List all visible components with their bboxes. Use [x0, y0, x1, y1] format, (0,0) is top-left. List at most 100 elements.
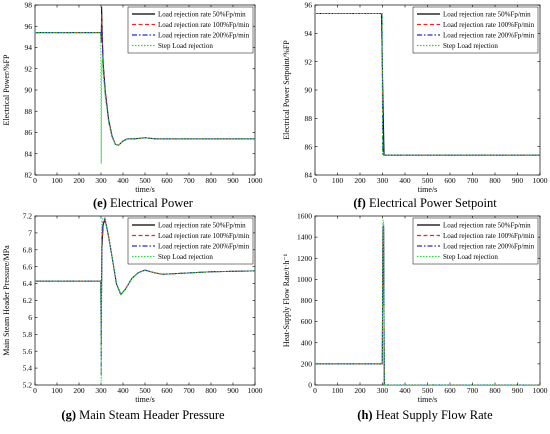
y-tick-label: 88: [305, 114, 313, 123]
legend-label-3: Load rejection rate 200%Fp/min: [443, 243, 535, 251]
x-tick-label: 700: [467, 176, 479, 185]
x-tick-label: 600: [444, 176, 456, 185]
y-tick-label: 82: [25, 171, 33, 180]
y-tick-label: 1200: [297, 254, 312, 263]
x-tick-label: 500: [139, 386, 151, 395]
caption-letter: (g): [61, 408, 76, 422]
x-tick-label: 700: [183, 386, 195, 395]
series-line-3: [35, 27, 255, 146]
x-tick-label: 0: [313, 386, 317, 395]
legend-label-2: Load rejection rate 100%Fp/min: [443, 232, 535, 240]
panel-caption: (e) Electrical Power: [93, 196, 194, 210]
x-axis-label: time/s: [418, 395, 438, 404]
legend-label-1: Load rejection rate 50%Fp/min: [158, 222, 246, 230]
y-tick-label: 1600: [297, 212, 312, 221]
caption-text: Electrical Power: [107, 196, 194, 210]
legend-label-1: Load rejection rate 50%Fp/min: [443, 222, 531, 230]
chart-panel-f: 0 100 200 300 400 500 600 700 800 900 1000 84 86 88 90…: [282, 1, 548, 210]
x-tick-label: 600: [161, 386, 173, 395]
x-tick-label: 600: [161, 176, 173, 185]
panel-caption: (f) Electrical Power Setpoint: [353, 196, 497, 210]
legend-box: [127, 217, 254, 265]
y-tick-label: 400: [301, 338, 313, 347]
series-line-4: [35, 32, 255, 164]
legend-label-4: Step Load rejection: [158, 42, 213, 50]
panel-caption: (g) Main Steam Header Pressure: [61, 408, 225, 422]
y-tick-label: 200: [301, 359, 313, 368]
x-tick-label: 500: [422, 176, 434, 185]
x-tick-label: 1000: [533, 176, 548, 185]
y-tick-label: 86: [25, 128, 33, 137]
x-tick-label: 1000: [248, 176, 263, 185]
y-tick-label: 0: [308, 381, 312, 390]
y-tick-label: 94: [25, 43, 33, 52]
y-tick-label: 92: [305, 57, 313, 66]
x-tick-label: 300: [377, 386, 389, 395]
legend-box: [127, 6, 254, 54]
legend-label-4: Step Load rejection: [443, 42, 498, 50]
x-tick-label: 1000: [533, 386, 548, 395]
y-tick-label: 1000: [297, 275, 312, 284]
panel-caption: (h) Heat Supply Flow Rate: [357, 408, 493, 422]
x-tick-label: 100: [332, 386, 344, 395]
y-axis-label: Main Steam Header Pressure/MPa: [2, 245, 11, 356]
legend-label-1: Load rejection rate 50%Fp/min: [158, 11, 246, 19]
x-tick-label: 200: [73, 386, 85, 395]
x-tick-label: 0: [33, 176, 37, 185]
series-line-4: [315, 13, 540, 156]
x-tick-label: 700: [467, 386, 479, 395]
x-tick-label: 300: [377, 176, 389, 185]
y-tick-label: 90: [305, 86, 313, 95]
y-tick-label: 5.4: [23, 364, 33, 373]
caption-text: Heat Supply Flow Rate: [373, 408, 494, 422]
x-tick-label: 900: [227, 176, 239, 185]
y-tick-label: 800: [301, 296, 313, 305]
y-tick-label: 84: [305, 171, 313, 180]
legend-label-1: Load rejection rate 50%Fp/min: [443, 11, 531, 19]
x-tick-label: 500: [422, 386, 434, 395]
x-tick-label: 800: [205, 386, 217, 395]
y-tick-label: 5.6: [23, 347, 33, 356]
legend-label-4: Step Load rejection: [443, 253, 498, 261]
y-tick-label: 5.8: [23, 330, 33, 339]
x-tick-label: 800: [489, 386, 501, 395]
caption-letter: (h): [357, 408, 372, 422]
x-tick-label: 800: [205, 176, 217, 185]
x-tick-label: 800: [489, 176, 501, 185]
x-tick-label: 1000: [248, 386, 263, 395]
x-axis-label: time/s: [135, 185, 155, 194]
legend-label-3: Load rejection rate 200%Fp/min: [158, 32, 250, 40]
y-tick-label: 6.2: [23, 296, 33, 305]
y-tick-label: 96: [305, 1, 313, 10]
x-tick-label: 400: [117, 386, 129, 395]
y-tick-label: 6: [28, 313, 32, 322]
x-tick-label: 700: [183, 176, 195, 185]
y-tick-label: 6.8: [23, 245, 33, 254]
chart-panel-e: 0 100 200 300 400 500 600 700 800 900 1000 82 84 86 88…: [2, 1, 263, 210]
legend-label-3: Load rejection rate 200%Fp/min: [443, 32, 535, 40]
series-line-3: [315, 222, 540, 385]
x-tick-label: 100: [51, 386, 63, 395]
x-tick-label: 400: [399, 386, 411, 395]
x-tick-label: 300: [95, 386, 107, 395]
y-axis-label: Electrical Power/%FP: [2, 54, 11, 125]
x-tick-label: 0: [33, 386, 37, 395]
y-tick-label: 1400: [297, 233, 312, 242]
y-tick-label: 6.6: [23, 262, 33, 271]
y-tick-label: 94: [305, 29, 313, 38]
y-tick-label: 92: [25, 64, 33, 73]
y-tick-label: 96: [25, 22, 33, 31]
legend-label-2: Load rejection rate 100%Fp/min: [158, 21, 250, 29]
y-tick-label: 5.2: [23, 381, 33, 390]
legend-label-2: Load rejection rate 100%Fp/min: [443, 21, 535, 29]
x-tick-label: 400: [399, 176, 411, 185]
y-tick-label: 88: [25, 107, 33, 116]
y-tick-label: 7.2: [23, 212, 33, 221]
y-tick-label: 600: [301, 317, 313, 326]
y-tick-label: 98: [25, 1, 33, 10]
x-tick-label: 200: [354, 386, 366, 395]
chart-panel-g: 0 100 200 300 400 500 600 700 800 900 1000 5.2 5.4 5.…: [2, 212, 263, 422]
legend-label-4: Step Load rejection: [158, 253, 213, 261]
